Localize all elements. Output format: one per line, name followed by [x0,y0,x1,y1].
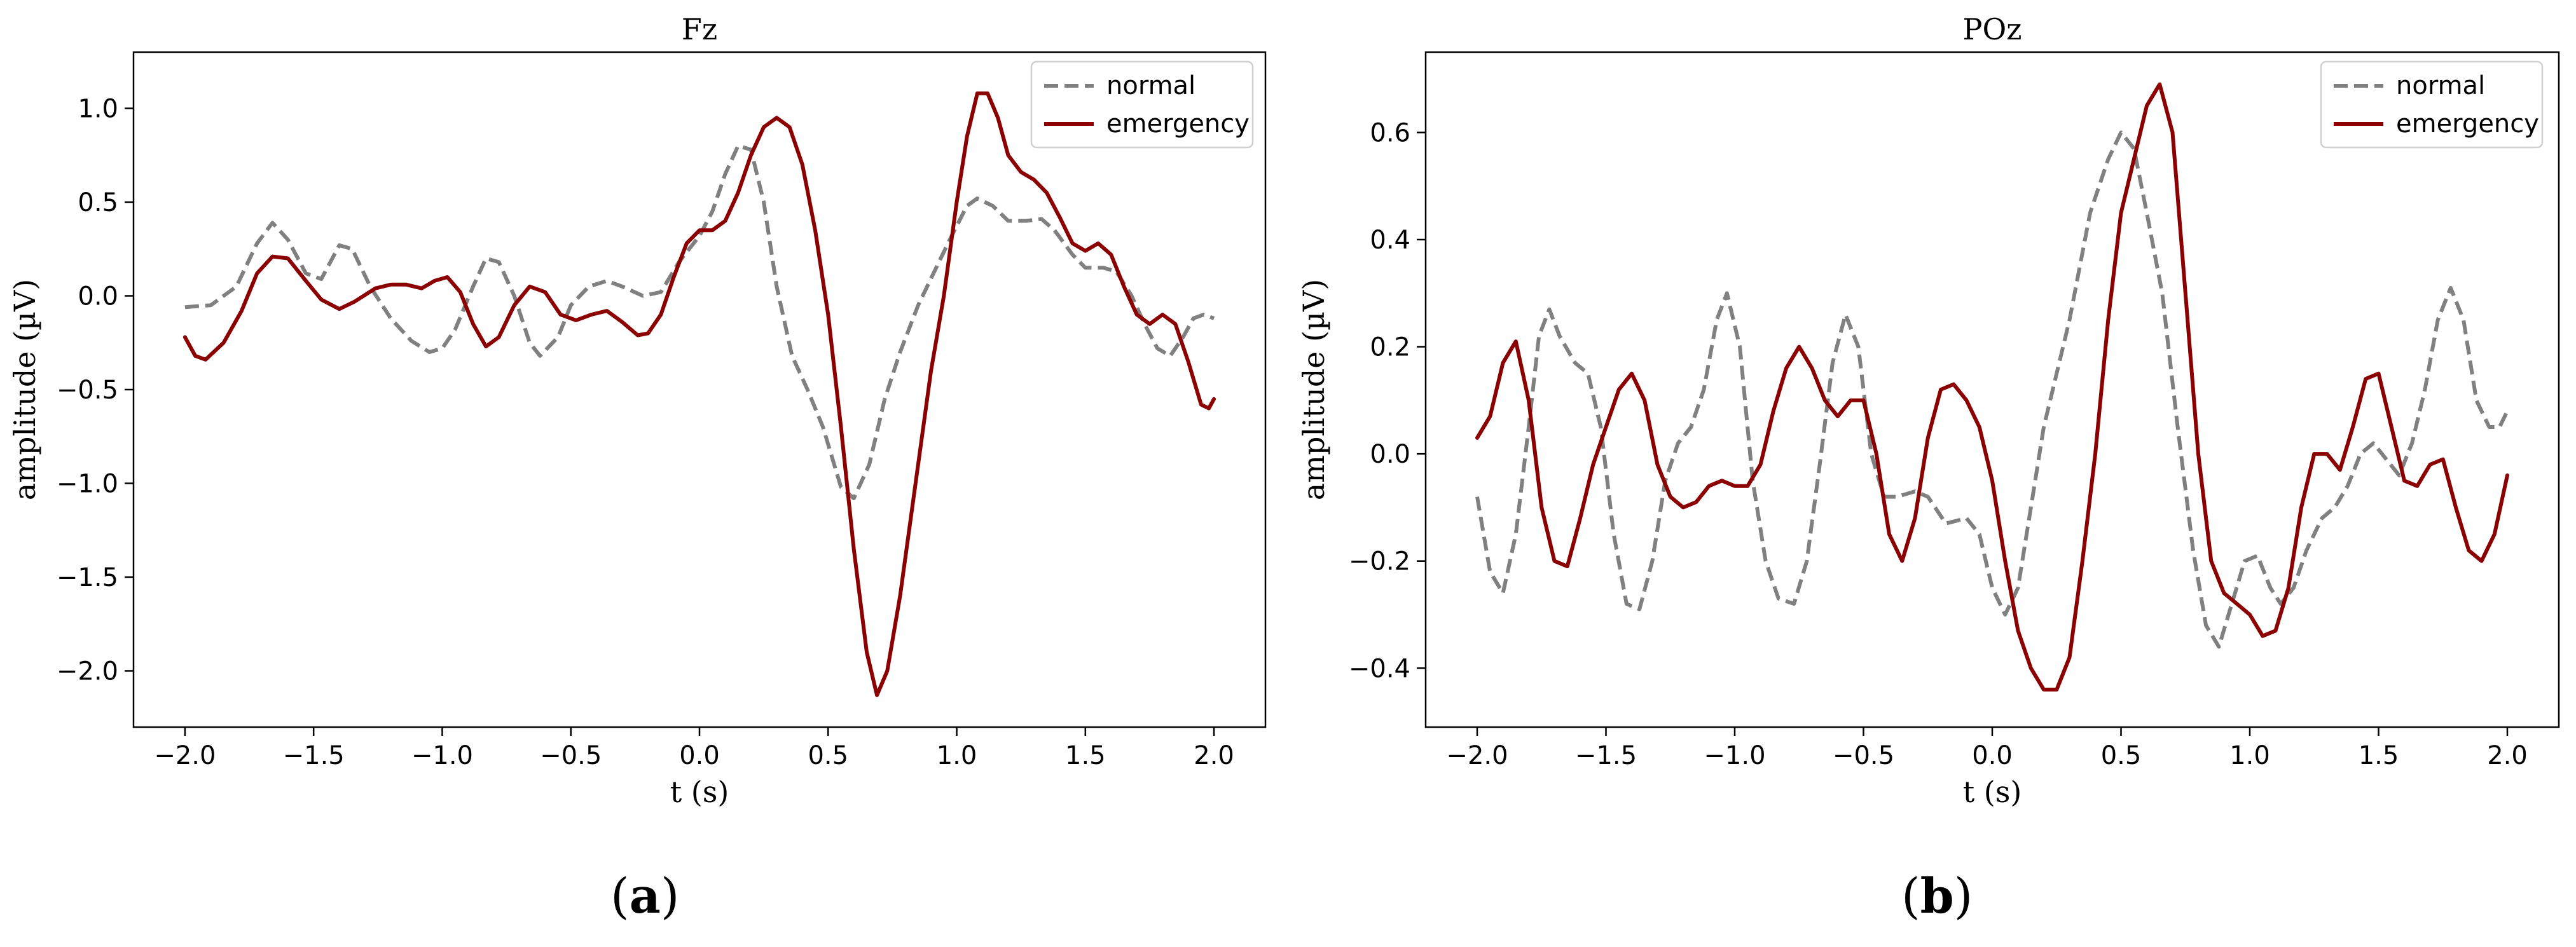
x-tick-label: 0.5 [808,741,848,770]
series-line-emergency [183,91,1216,697]
y-tick-label: −0.2 [1349,547,1410,576]
x-tick-label: 1.5 [1065,741,1106,770]
x-axis-label: t (s) [670,775,729,809]
panel-label-b: (b) [1901,868,1973,924]
y-tick-label: 1.0 [78,95,118,124]
legend: normal emergency [1030,60,1254,149]
x-tick-label: −2.0 [154,741,216,770]
y-tick-label: −2.0 [57,657,118,686]
y-tick-label: 0.2 [1370,333,1410,362]
chart-title: POz [1963,12,2022,46]
series-line-normal [1475,130,2509,649]
x-tick-label: −1.0 [1704,741,1765,770]
panel-label-a: (a) [610,868,680,924]
axes-frame [132,51,1267,728]
x-tick-label: 0.0 [679,741,720,770]
legend-label-normal: normal [1106,71,1195,100]
x-tick-label: 1.0 [2229,741,2270,770]
x-tick-label: −1.5 [283,741,345,770]
y-axis-label: amplitude (µV) [1297,279,1331,500]
legend-box [1030,60,1254,149]
chart-title: Fz [682,12,717,46]
x-tick-label: 2.0 [1194,741,1234,770]
x-tick-label: 0.5 [2101,741,2142,770]
x-tick-label: −0.5 [1833,741,1894,770]
legend-label-emergency: emergency [2396,109,2539,139]
y-tick-label: −0.4 [1349,654,1410,683]
chart-poz: −2.0 −1.5 −1.0 −0.5 0.0 0.5 1.0 1.5 2.0 0.6 0.4 0.2… [1297,12,2560,809]
y-tick-label: 0.0 [78,282,118,311]
x-axis-label: t (s) [1963,775,2022,809]
legend-box [2320,60,2544,149]
y-tick-label: 0.0 [1370,440,1410,469]
legend: normal emergency [2320,60,2544,149]
x-tick-label: −1.5 [1575,741,1637,770]
y-tick-label: −0.5 [57,376,118,405]
x-tick-label: −0.5 [540,741,602,770]
y-axis-label: amplitude (µV) [8,279,42,500]
y-tick-label: 0.6 [1370,118,1410,147]
y-tick-label: −1.0 [57,470,118,499]
series-line-normal [184,144,1215,501]
y-tick-label: 0.5 [78,188,118,217]
x-tick-label: −1.0 [411,741,473,770]
series-line-emergency [1475,82,2509,692]
axes-frame [1424,51,2560,728]
y-tick-label: 0.4 [1370,226,1410,255]
x-tick-label: −2.0 [1446,741,1508,770]
legend-label-emergency: emergency [1106,109,1250,139]
x-tick-label: 0.0 [1972,741,2013,770]
x-tick-label: 2.0 [2487,741,2528,770]
x-tick-label: 1.5 [2359,741,2399,770]
y-tick-label: −1.5 [57,563,118,592]
chart-fz: −2.0 −1.5 −1.0 −0.5 0.0 0.5 1.0 1.5 2.0 1.0 0.5 0.0… [8,12,1267,809]
legend-label-normal: normal [2396,71,2485,100]
x-tick-label: 1.0 [937,741,977,770]
